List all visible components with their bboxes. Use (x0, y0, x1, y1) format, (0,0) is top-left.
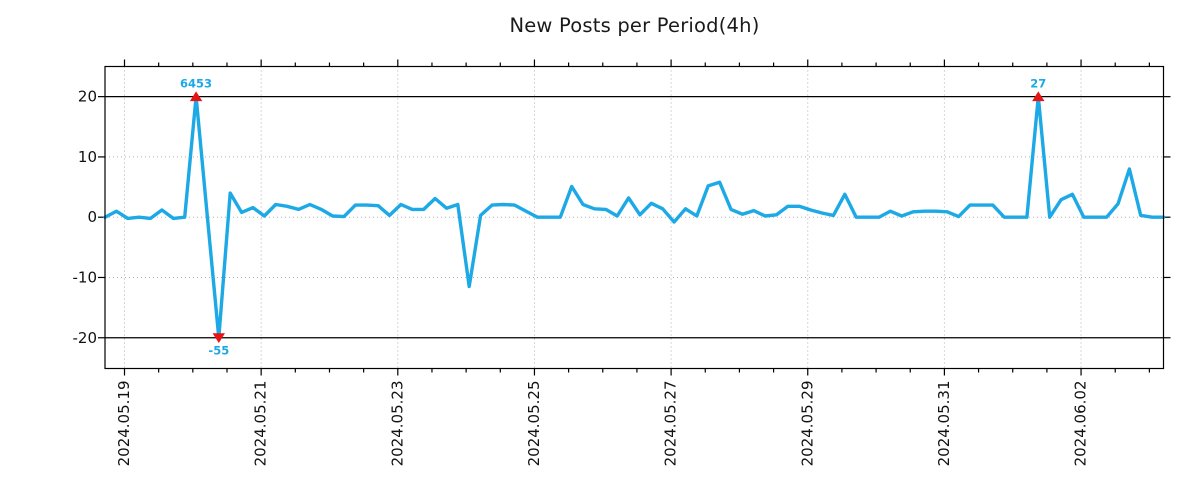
y-tick-label: 10 (78, 148, 97, 166)
x-tick-label: 2024.05.25 (525, 381, 543, 467)
series-line (103, 94, 1166, 340)
x-tick-label: 2024.05.23 (388, 381, 406, 467)
y-tick-label: -20 (73, 329, 98, 347)
extreme-value-annotation: -55 (208, 343, 229, 357)
y-tick-label: 20 (78, 88, 97, 106)
extreme-value-annotation: 6453 (180, 77, 212, 91)
x-tick-label: 2024.05.27 (662, 381, 680, 467)
plot-frame (104, 65, 1165, 370)
chart-title: New Posts per Period(4h) (509, 14, 760, 37)
x-tick-label: 2024.05.19 (115, 381, 133, 467)
x-tick-label: 2024.05.31 (935, 381, 953, 467)
x-tick-label: 2024.05.21 (252, 381, 270, 467)
y-tick-label: -10 (73, 268, 98, 286)
max-marker-icon (189, 91, 203, 102)
x-tick-label: 2024.05.29 (798, 381, 816, 467)
max-marker-icon (1032, 91, 1045, 102)
y-tick-label: 0 (87, 208, 97, 226)
extreme-value-annotation: 27 (1030, 77, 1046, 91)
x-tick-label: 2024.06.02 (1072, 381, 1090, 467)
min-marker-icon (212, 333, 225, 343)
